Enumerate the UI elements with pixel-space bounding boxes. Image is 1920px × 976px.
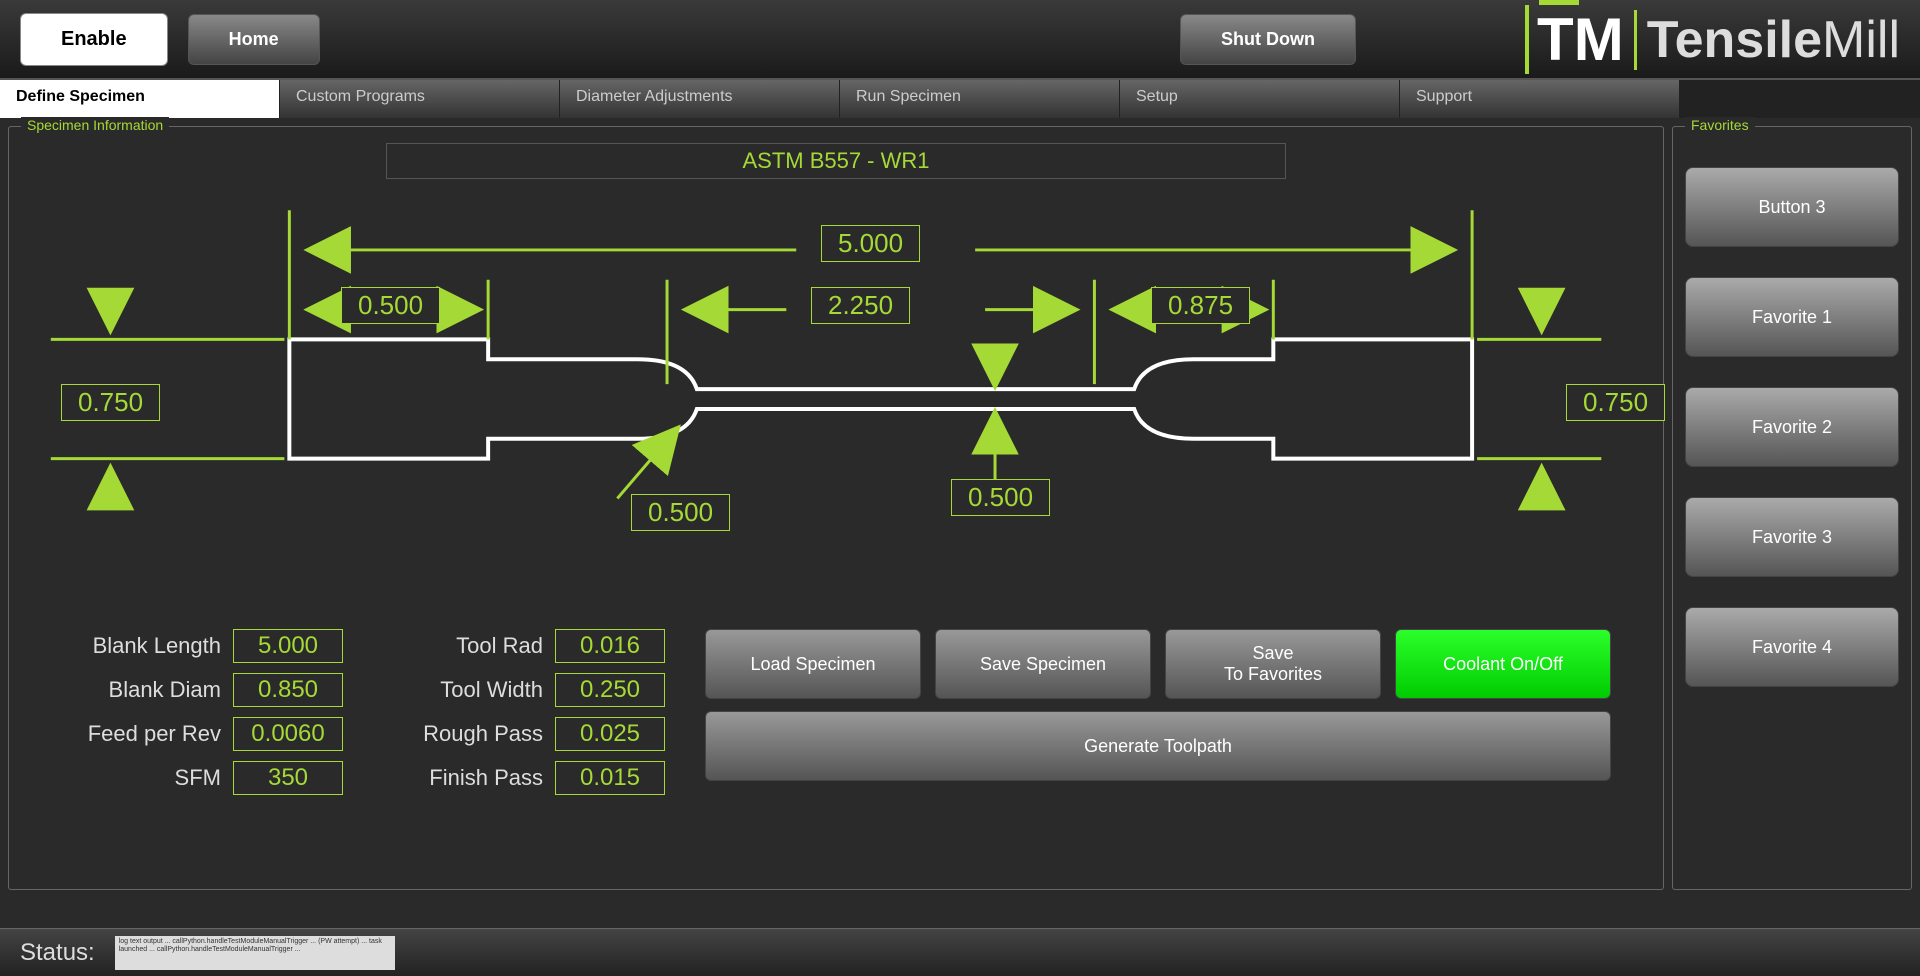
tab-diameter-adjustments[interactable]: Diameter Adjustments [560, 80, 840, 118]
dim-shoulder[interactable]: 0.875 [1151, 287, 1250, 324]
dim-right-height[interactable]: 0.750 [1566, 384, 1665, 421]
tab-support[interactable]: Support [1400, 80, 1680, 118]
dim-left-height[interactable]: 0.750 [61, 384, 160, 421]
input-tool-width[interactable]: 0.250 [555, 673, 665, 707]
label-finish-pass: Finish Pass [383, 765, 543, 791]
dim-overall-length[interactable]: 5.000 [821, 225, 920, 262]
input-rough-pass[interactable]: 0.025 [555, 717, 665, 751]
status-log: log text output ... callPython.handleTes… [115, 936, 395, 970]
shutdown-button[interactable]: Shut Down [1180, 14, 1356, 65]
dim-grip-width[interactable]: 0.500 [341, 287, 440, 324]
panel-title: Favorites [1685, 117, 1755, 133]
panel-title: Specimen Information [21, 117, 169, 133]
brand-logo: TM TensileMill [1525, 5, 1900, 74]
favorite-button-1[interactable]: Favorite 1 [1685, 277, 1899, 357]
input-sfm[interactable]: 350 [233, 761, 343, 795]
tab-setup[interactable]: Setup [1120, 80, 1400, 118]
favorites-panel: Favorites Button 3 Favorite 1 Favorite 2… [1672, 126, 1912, 890]
input-blank-diam[interactable]: 0.850 [233, 673, 343, 707]
generate-toolpath-button[interactable]: Generate Toolpath [705, 711, 1611, 781]
top-toolbar: Enable Home Shut Down TM TensileMill [0, 0, 1920, 80]
dim-radius[interactable]: 0.500 [631, 494, 730, 531]
dim-gage-diam[interactable]: 0.500 [951, 479, 1050, 516]
params-right: Tool Rad 0.016 Tool Width 0.250 Rough Pass… [383, 629, 665, 795]
specimen-info-panel: Specimen Information ASTM B557 - WR1 [8, 126, 1664, 890]
favorite-button-4[interactable]: Favorite 4 [1685, 607, 1899, 687]
load-specimen-button[interactable]: Load Specimen [705, 629, 921, 699]
coolant-toggle-button[interactable]: Coolant On/Off [1395, 629, 1611, 699]
tab-custom-programs[interactable]: Custom Programs [280, 80, 560, 118]
home-button[interactable]: Home [188, 14, 320, 65]
label-tool-width: Tool Width [383, 677, 543, 703]
status-label: Status: [20, 939, 95, 967]
tab-run-specimen[interactable]: Run Specimen [840, 80, 1120, 118]
input-finish-pass[interactable]: 0.015 [555, 761, 665, 795]
input-feed-per-rev[interactable]: 0.0060 [233, 717, 343, 751]
label-tool-rad: Tool Rad [383, 633, 543, 659]
save-specimen-button[interactable]: Save Specimen [935, 629, 1151, 699]
params-left: Blank Length 5.000 Blank Diam 0.850 Feed p… [61, 629, 343, 795]
specimen-diagram: 5.000 0.500 2.250 0.875 0.750 0.750 0.50… [21, 189, 1651, 619]
save-to-favorites-button[interactable]: Save To Favorites [1165, 629, 1381, 699]
tab-define-specimen[interactable]: Define Specimen [0, 80, 280, 118]
label-blank-diam: Blank Diam [61, 677, 221, 703]
favorite-button-3[interactable]: Favorite 3 [1685, 497, 1899, 577]
status-bar: Status: log text output ... callPython.h… [0, 928, 1920, 976]
tab-bar: Define Specimen Custom Programs Diameter… [0, 80, 1920, 118]
enable-button[interactable]: Enable [20, 13, 168, 66]
dim-gage-length[interactable]: 2.250 [811, 287, 910, 324]
input-blank-length[interactable]: 5.000 [233, 629, 343, 663]
favorite-button-0[interactable]: Button 3 [1685, 167, 1899, 247]
favorite-button-2[interactable]: Favorite 2 [1685, 387, 1899, 467]
label-blank-length: Blank Length [61, 633, 221, 659]
label-feed-per-rev: Feed per Rev [61, 721, 221, 747]
label-sfm: SFM [61, 765, 221, 791]
input-tool-rad[interactable]: 0.016 [555, 629, 665, 663]
label-rough-pass: Rough Pass [383, 721, 543, 747]
specimen-title-input[interactable]: ASTM B557 - WR1 [386, 143, 1286, 179]
